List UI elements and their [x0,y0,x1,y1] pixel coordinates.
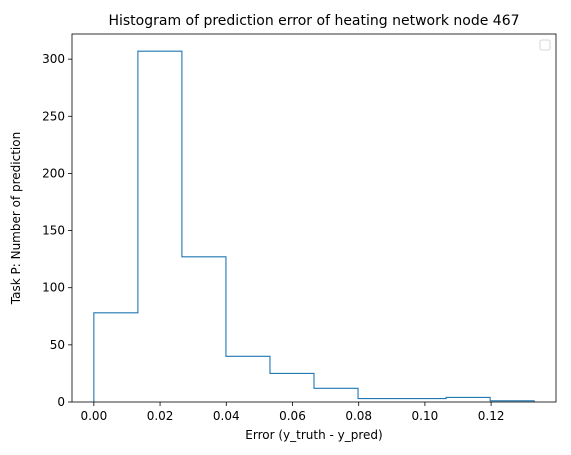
legend-box [539,39,551,51]
y-tick-label: 250 [42,109,65,123]
axes-frame [71,33,557,403]
y-axis-label: Task P: Number of prediction [9,132,23,305]
plot-area [72,34,556,402]
y-tick-label: 50 [50,338,65,352]
x-axis-ticks: 0.00 0.02 0.04 0.06 0.08 0.10 0.12 [80,402,504,423]
y-tick-label: 150 [42,224,65,238]
x-tick-label: 0.02 [147,409,174,423]
histogram-step-line [93,50,535,402]
x-tick-label: 0.00 [80,409,107,423]
x-tick-label: 0.08 [345,409,372,423]
x-tick-label: 0.10 [412,409,439,423]
chart-title: Histogram of prediction error of heating… [108,13,519,29]
y-tick-label: 0 [57,395,65,409]
y-tick-label: 300 [42,52,65,66]
y-tick-label: 100 [42,281,65,295]
y-axis-ticks: 0 50 100 150 200 250 300 [42,52,72,409]
x-tick-label: 0.06 [279,409,306,423]
y-tick-label: 200 [42,166,65,180]
x-tick-label: 0.12 [478,409,505,423]
x-axis-label: Error (y_truth - y_pred) [245,428,382,442]
x-tick-label: 0.04 [213,409,240,423]
